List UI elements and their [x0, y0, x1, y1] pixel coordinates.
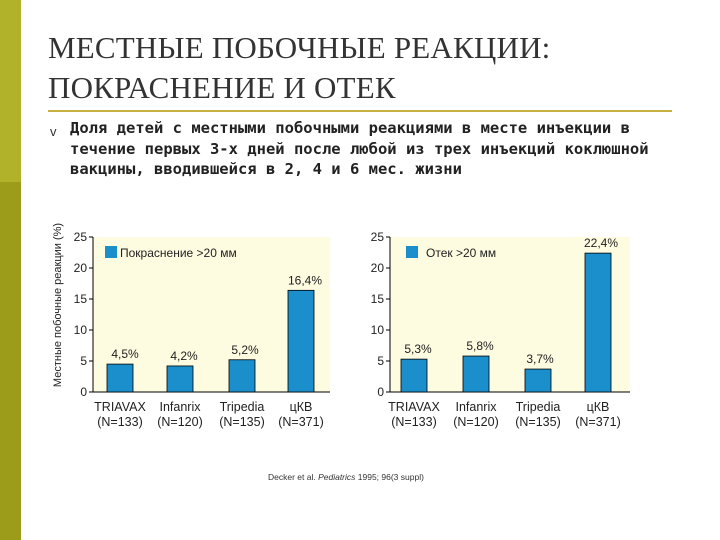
bar	[106, 363, 134, 393]
x-tick-label: Tripedia	[516, 400, 561, 414]
y-tick-label: 25	[74, 230, 88, 244]
legend-label: Покраснение >20 мм	[120, 246, 237, 260]
left-accent-bar-top	[0, 0, 21, 182]
bar	[400, 358, 428, 393]
data-label: 22,4%	[584, 236, 618, 250]
y-tick-label: 20	[371, 261, 385, 275]
x-tick-label: цКВ	[290, 400, 313, 414]
source-citation: Decker et al. Pediatrics 1995; 96(3 supp…	[268, 472, 424, 482]
x-tick-label: TRIAVAX	[388, 400, 440, 414]
x-tick-label: Tripedia	[220, 400, 265, 414]
x-tick-label-n: (N=371)	[575, 415, 621, 429]
bar	[287, 289, 315, 393]
y-tick-label: 20	[74, 261, 88, 275]
source-prefix: Decker et al.	[268, 472, 319, 482]
x-tick-label-n: (N=120)	[157, 415, 203, 429]
data-label: 5,3%	[404, 342, 432, 356]
y-tick-label: 0	[80, 385, 87, 399]
slide-subtitle: Доля детей с местными побочными реакциям…	[70, 119, 649, 178]
y-tick-label: 5	[80, 354, 87, 368]
y-tick-label: 25	[371, 230, 385, 244]
bar	[524, 368, 552, 393]
y-tick-label: 10	[74, 323, 88, 337]
x-tick-label-n: (N=135)	[515, 415, 561, 429]
data-label: 4,2%	[170, 349, 198, 363]
title-line-1: МЕСТНЫЕ ПОБОЧНЫЕ РЕАКЦИИ:	[48, 30, 551, 65]
data-label: 16,4%	[288, 273, 322, 287]
x-tick-label: Infanrix	[456, 400, 498, 414]
x-tick-label-n: (N=133)	[97, 415, 143, 429]
source-journal: Pediatrics	[318, 472, 356, 482]
bar	[584, 252, 612, 393]
bar	[462, 355, 490, 393]
legend-label: Отек >20 мм	[426, 246, 496, 260]
y-tick-label: 10	[371, 323, 385, 337]
legend-swatch	[406, 246, 418, 258]
x-tick-label-n: (N=133)	[391, 415, 437, 429]
legend-swatch	[105, 246, 117, 258]
bar	[166, 365, 194, 393]
x-tick-label: TRIAVAX	[94, 400, 146, 414]
x-tick-label-n: (N=135)	[219, 415, 265, 429]
x-tick-label: цКВ	[587, 400, 610, 414]
data-label: 3,7%	[526, 352, 554, 366]
y-tick-label: 15	[74, 292, 88, 306]
y-tick-label: 0	[377, 385, 384, 399]
title-line-2: ПОКРАСНЕНИЕ И ОТЕК	[48, 70, 396, 105]
x-tick-label-n: (N=120)	[453, 415, 499, 429]
bar	[228, 359, 256, 393]
y-tick-label: 15	[371, 292, 385, 306]
title-underline	[48, 110, 672, 112]
data-label: 5,2%	[231, 343, 259, 357]
source-suffix: 1995; 96(3 suppl)	[355, 472, 424, 482]
bullet-icon: v	[50, 124, 57, 139]
x-tick-label-n: (N=371)	[278, 415, 324, 429]
data-label: 4,5%	[111, 347, 139, 361]
y-tick-label: 5	[377, 354, 384, 368]
data-label: 5,8%	[466, 339, 494, 353]
slide-title: МЕСТНЫЕ ПОБОЧНЫЕ РЕАКЦИИ: ПОКРАСНЕНИЕ И …	[48, 28, 708, 108]
x-tick-label: Infanrix	[160, 400, 202, 414]
